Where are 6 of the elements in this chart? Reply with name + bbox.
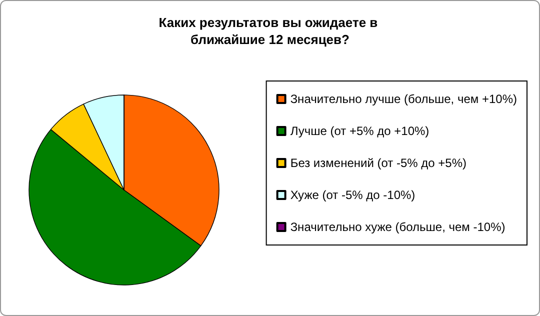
legend-label: Значительно хуже (больше, чем -10%): [290, 220, 506, 234]
chart-title: Каких результатов вы ожидаете в ближайшие 12 месяцев?: [158, 15, 382, 47]
legend-label: Хуже (от -5% до -10%): [290, 188, 416, 202]
legend-label: Значительно лучше (больше, чем +10%): [290, 92, 518, 106]
legend-label: Лучше (от +5% до +10%): [290, 124, 430, 138]
legend-label: Без изменений (от -5% до +5%): [290, 156, 466, 170]
